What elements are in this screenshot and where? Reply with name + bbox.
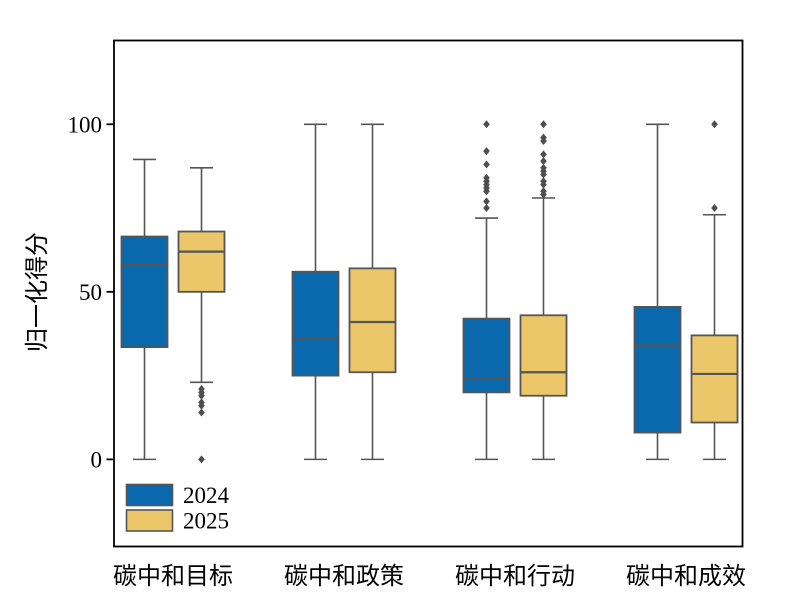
outlier-diamond-2025-g3	[540, 163, 547, 172]
outlier-diamond-2024-g3	[483, 173, 490, 182]
outlier-diamond-2025-g1	[198, 401, 205, 410]
legend-swatch-2025	[125, 509, 174, 532]
box-2025-g4	[690, 334, 739, 424]
outlier-diamond-2025-g3	[540, 150, 547, 159]
outlier-diamond-2025-g4	[711, 204, 718, 213]
x-category-label-1: 碳中和目标	[113, 563, 233, 590]
x-category-label-2: 碳中和政策	[284, 563, 404, 590]
outlier-diamond-2025-g3	[540, 157, 547, 166]
outlier-diamond-2025-g1	[198, 455, 205, 464]
box-2025-g2	[348, 267, 397, 374]
box-2024-g1	[120, 235, 169, 349]
y-tick-label-50: 50	[79, 280, 102, 305]
outlier-diamond-2024-g3	[483, 147, 490, 156]
outlier-diamond-2024-g3	[483, 120, 490, 129]
outlier-diamond-2025-g4	[711, 120, 718, 129]
x-category-label-4: 碳中和成效	[626, 563, 746, 590]
outlier-diamond-2025-g3	[540, 133, 547, 142]
y-tick-label-0: 0	[91, 447, 103, 472]
legend-label-2025: 2025	[183, 509, 229, 534]
outlier-diamond-2024-g3	[483, 204, 490, 213]
y-tick-label-100: 100	[68, 112, 103, 137]
box-2024-g3	[462, 317, 511, 394]
outlier-diamond-2024-g3	[483, 160, 490, 169]
plot-frame	[113, 39, 744, 548]
outlier-diamond-2024-g3	[483, 197, 490, 206]
outlier-diamond-2025-g1	[198, 408, 205, 417]
box-2025-g3	[519, 314, 568, 397]
outlier-diamond-2025-g3	[540, 187, 547, 196]
outlier-diamond-2025-g3	[540, 120, 547, 129]
legend-label-2024: 2024	[183, 483, 230, 508]
box-2024-g2	[291, 270, 340, 377]
legend-swatch-2024	[125, 483, 174, 507]
outlier-diamond-2025-g1	[198, 391, 205, 400]
x-category-label-3: 碳中和行动	[455, 563, 575, 590]
box-2024-g4	[633, 306, 682, 434]
y-axis-label: 归一化得分	[24, 232, 51, 352]
outlier-diamond-2025-g3	[540, 177, 547, 186]
box-2025-g1	[177, 230, 226, 293]
